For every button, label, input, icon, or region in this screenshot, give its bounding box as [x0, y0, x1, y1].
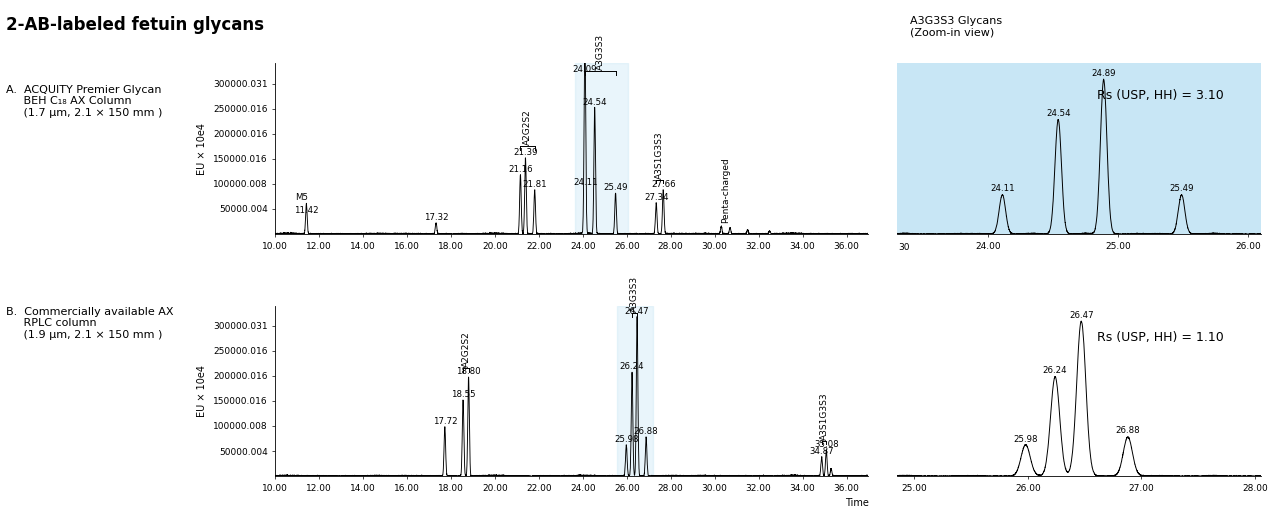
Text: A.  ACQUITY Premier Glycan
     BEH C₁₈ AX Column
     (1.7 μm, 2.1 × 150 mm ): A. ACQUITY Premier Glycan BEH C₁₈ AX Col…: [6, 85, 163, 118]
Text: A2G2S2: A2G2S2: [524, 110, 532, 145]
Text: 21.81: 21.81: [522, 180, 547, 189]
Text: 2-AB-labeled fetuin glycans: 2-AB-labeled fetuin glycans: [6, 16, 265, 34]
Text: 26.47: 26.47: [1069, 311, 1093, 320]
Text: 27.34: 27.34: [644, 193, 668, 202]
Text: M5: M5: [296, 194, 308, 203]
Text: 24.09: 24.09: [572, 65, 596, 74]
Text: 34.87: 34.87: [809, 447, 835, 456]
Text: 21.39: 21.39: [513, 148, 538, 157]
Text: 27.66: 27.66: [652, 180, 676, 189]
Text: A3G3S3: A3G3S3: [630, 276, 639, 312]
Text: A2G2S2: A2G2S2: [461, 332, 471, 367]
Text: 26.24: 26.24: [1043, 366, 1068, 375]
Bar: [575, 63, 628, 234]
Text: 11.42: 11.42: [294, 206, 319, 215]
Text: A3S1G3S3: A3S1G3S3: [655, 131, 664, 179]
Text: 24.54: 24.54: [582, 98, 607, 107]
Text: 25.98: 25.98: [614, 435, 639, 444]
Bar: [617, 306, 653, 476]
Text: 26.88: 26.88: [1116, 426, 1140, 435]
Text: 30: 30: [899, 242, 909, 251]
Y-axis label: EU × 10e4: EU × 10e4: [197, 365, 207, 417]
Text: A3G3S3: A3G3S3: [595, 34, 604, 70]
Text: 25.98: 25.98: [1014, 434, 1038, 443]
Text: 18.80: 18.80: [456, 367, 481, 376]
X-axis label: Time: Time: [845, 498, 868, 508]
Text: 24.11: 24.11: [989, 185, 1015, 194]
Text: 24.89: 24.89: [1092, 69, 1116, 78]
Text: A3G3S3 Glycans
(Zoom-in view): A3G3S3 Glycans (Zoom-in view): [910, 16, 1002, 38]
Text: 26.47: 26.47: [625, 307, 649, 316]
Text: 24.54: 24.54: [1046, 109, 1070, 118]
Text: Rs (USP, HH) = 3.10: Rs (USP, HH) = 3.10: [1097, 89, 1224, 102]
Text: A3S1G3S3: A3S1G3S3: [819, 393, 828, 440]
Text: 24.11: 24.11: [573, 178, 598, 187]
Text: 17.32: 17.32: [424, 213, 448, 222]
Text: Rs (USP, HH) = 1.10: Rs (USP, HH) = 1.10: [1097, 331, 1224, 344]
Text: 35.08: 35.08: [814, 440, 838, 449]
Text: 26.24: 26.24: [620, 362, 644, 371]
Text: 18.55: 18.55: [451, 390, 475, 399]
Text: Penta-charged: Penta-charged: [721, 157, 730, 223]
Text: 17.72: 17.72: [433, 417, 457, 426]
Text: 26.88: 26.88: [634, 427, 658, 436]
Text: 21.16: 21.16: [508, 165, 532, 174]
Text: B.  Commercially available AX
     RPLC column
     (1.9 μm, 2.1 × 150 mm ): B. Commercially available AX RPLC column…: [6, 307, 174, 340]
Text: 25.49: 25.49: [1170, 185, 1194, 194]
Text: 25.49: 25.49: [603, 183, 627, 192]
Y-axis label: EU × 10e4: EU × 10e4: [197, 123, 207, 175]
